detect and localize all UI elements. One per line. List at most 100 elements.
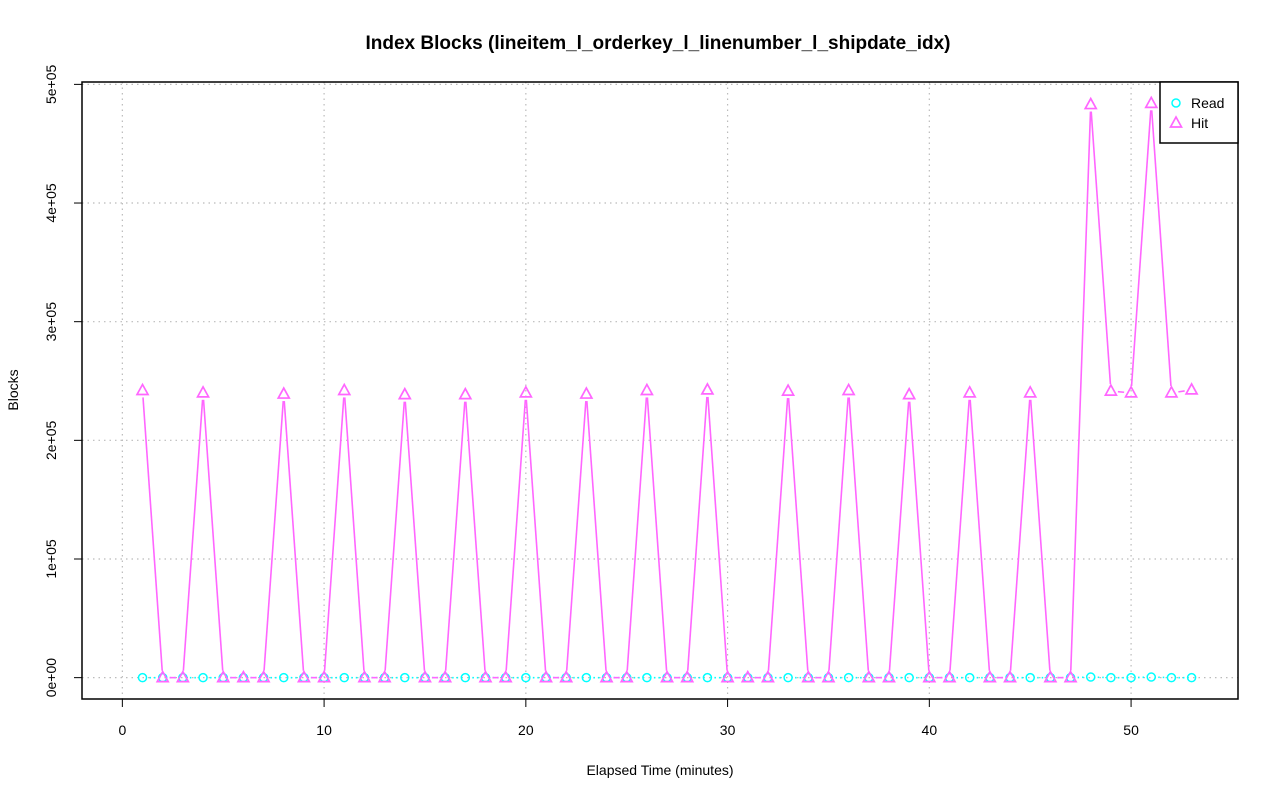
hit-line-segment: [848, 397, 870, 671]
hit-point: [942, 669, 957, 683]
hit-line-segment: [142, 397, 164, 671]
hit-point: [518, 385, 533, 398]
hit-line-segment: [1150, 110, 1172, 386]
hit-line-segment: [283, 400, 305, 671]
hit-point: [801, 669, 816, 683]
hit-point: [498, 669, 513, 683]
hit-line-segment: [686, 396, 708, 671]
x-tick-label: 10: [316, 722, 332, 738]
hit-line-segment: [586, 400, 607, 671]
y-tick-label: 5e+05: [43, 65, 59, 105]
read-point: [702, 672, 713, 683]
hit-point: [236, 669, 251, 683]
hit-point: [720, 669, 735, 683]
hit-point: [882, 669, 896, 683]
hit-line-segment: [1009, 399, 1031, 671]
hit-point: [1164, 385, 1179, 398]
read-point: [400, 672, 410, 683]
read-point: [1186, 672, 1197, 683]
read-point: [1166, 672, 1177, 683]
grid: [82, 82, 1238, 699]
hit-point: [317, 669, 332, 683]
legend-hit-label: Hit: [1191, 115, 1208, 131]
hit-point: [962, 385, 977, 398]
read-point: [904, 672, 914, 683]
hit-point: [135, 382, 150, 396]
hit-line-segment: [444, 401, 466, 671]
plot-frame: [81, 81, 1239, 700]
hit-point: [1043, 669, 1058, 683]
hit-point: [478, 669, 493, 683]
read-point: [1025, 672, 1035, 683]
hit-point: [599, 669, 614, 683]
legend: Read Hit: [1159, 81, 1239, 144]
hit-point: [397, 386, 412, 400]
hit-line-segment: [505, 399, 527, 671]
chart-title: Index Blocks (lineitem_l_orderkey_l_line…: [366, 33, 951, 54]
y-tick-label: 4e+05: [43, 183, 59, 223]
hit-line-segment: [1029, 399, 1051, 671]
y-tick-label: 1e+05: [43, 539, 59, 579]
hit-line-segment: [1117, 390, 1125, 394]
hit-line-segment: [263, 400, 285, 671]
hit-line-segment: [1178, 390, 1185, 393]
hit-line-segment: [525, 399, 547, 671]
hit-point: [841, 382, 856, 396]
hit-line-segment: [646, 397, 668, 671]
hit-line-segment: [202, 399, 224, 671]
hit-point: [276, 386, 291, 399]
hit-point: [902, 386, 917, 400]
hit-line-segment: [1069, 111, 1092, 671]
hit-point: [982, 669, 997, 683]
hit-point: [740, 669, 755, 683]
hit-point: [337, 382, 352, 396]
hit-line-segment: [626, 397, 648, 671]
hit-line-segment: [565, 400, 587, 671]
x-axis-label: Elapsed Time (minutes): [586, 762, 733, 778]
hit-point: [296, 669, 311, 683]
hit-point: [781, 383, 796, 396]
read-point: [198, 672, 208, 683]
hit-point: [922, 669, 937, 683]
x-tick-label: 30: [720, 722, 736, 738]
series-hit: [135, 95, 1199, 683]
hit-point: [175, 669, 190, 683]
legend-read-label: Read: [1191, 95, 1224, 111]
hit-point: [1144, 95, 1159, 109]
x-axis: 0 10 20 30 40 50: [118, 698, 1139, 738]
x-tick-label: 0: [118, 722, 126, 738]
hit-line-segment: [404, 401, 426, 671]
hit-line-segment: [969, 399, 991, 671]
hit-point: [579, 386, 594, 399]
hit-line-segment: [1090, 111, 1112, 385]
hit-point: [256, 669, 271, 683]
y-axis-label: Blocks: [5, 369, 21, 410]
hit-point: [1063, 669, 1078, 683]
hit-point: [196, 385, 210, 398]
y-tick-label: 2e+05: [43, 420, 59, 460]
series-layer: [135, 95, 1199, 683]
read-point: [964, 672, 975, 683]
hit-point: [1184, 382, 1199, 395]
hit-point: [1023, 385, 1038, 398]
hit-line-segment: [182, 399, 204, 671]
hit-point: [1083, 96, 1098, 110]
y-tick-label: 3e+05: [43, 302, 59, 342]
hit-line-segment: [888, 401, 910, 671]
hit-point: [216, 669, 231, 683]
hit-line-segment: [949, 399, 970, 671]
hit-point: [821, 669, 836, 683]
read-point: [521, 672, 531, 683]
hit-line-segment: [828, 397, 849, 671]
legend-hit-marker: [1169, 115, 1183, 128]
hit-line-segment: [343, 397, 365, 671]
y-axis: 0e+00 1e+05 2e+05 3e+05 4e+05 5e+05: [43, 65, 83, 697]
hit-line-segment: [707, 396, 728, 671]
hit-point: [438, 669, 453, 683]
hit-point: [418, 669, 432, 683]
hit-line-segment: [908, 401, 930, 671]
hit-line-segment: [323, 397, 345, 671]
hit-point: [639, 382, 654, 396]
read-point: [1106, 672, 1116, 683]
